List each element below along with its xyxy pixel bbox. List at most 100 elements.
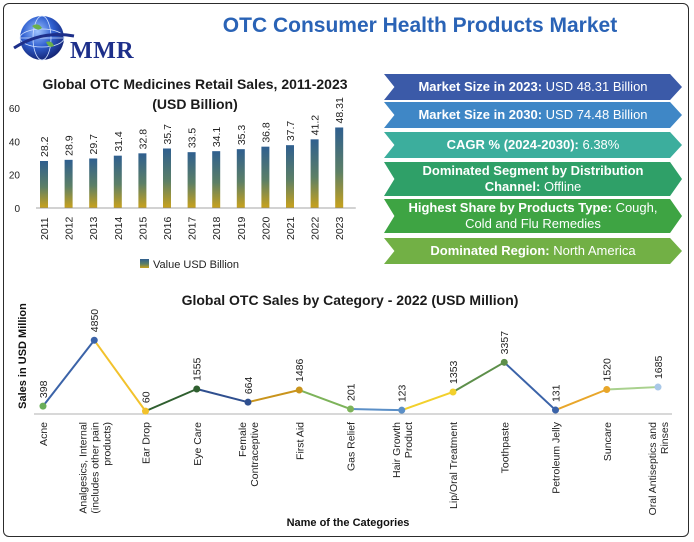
- panel-value: Cough, Cold and Flu Remedies: [465, 200, 658, 231]
- x-category-label: Acne: [38, 422, 50, 446]
- bar: [89, 158, 98, 208]
- panel-value: Offline: [540, 179, 582, 194]
- bar: [212, 151, 221, 208]
- bar-data-label: 35.3: [236, 125, 248, 146]
- data-point: [193, 385, 201, 393]
- x-category-line: Contraceptive: [249, 422, 261, 487]
- line-segment: [145, 388, 198, 413]
- bar-data-label: 32.8: [137, 129, 149, 150]
- x-category-label: Oral Antiseptics and Rinses: [647, 422, 671, 516]
- x-category-label: Gas Relief: [346, 422, 358, 471]
- data-point: [90, 336, 98, 344]
- point-data-label: 664: [243, 376, 255, 394]
- bar-chart-title: Global OTC Medicines Retail Sales, 2011-…: [42, 76, 348, 112]
- x-category-line: Rinses: [659, 422, 671, 454]
- x-category-line: Lip/Oral Treatment: [448, 422, 460, 509]
- y-tick-label: 60: [9, 104, 21, 115]
- bar-data-label: 28.9: [64, 135, 76, 156]
- data-point: [295, 386, 303, 394]
- x-category-label: Female Contraceptive: [237, 422, 261, 487]
- data-point: [552, 406, 559, 414]
- panel-label: Highest Share by Products Type:: [408, 200, 612, 215]
- y-tick-label: 40: [9, 137, 21, 148]
- x-category-line: First Aid: [294, 422, 306, 460]
- bar-data-label: 37.7: [285, 121, 297, 142]
- x-tick-label: 2017: [187, 216, 199, 240]
- data-point: [449, 388, 457, 396]
- x-tick-label: 2015: [137, 216, 149, 240]
- point-data-label: 4850: [89, 309, 101, 333]
- bar: [138, 153, 147, 208]
- x-tick-label: 2020: [260, 216, 272, 240]
- x-category-label: Toothpaste: [499, 422, 511, 474]
- bar-data-label: 34.1: [211, 127, 223, 148]
- bar-data-label: 48.31: [334, 97, 346, 123]
- bar-data-label: 41.2: [310, 115, 322, 136]
- panel-text: Dominated Segment by Distribution Channe…: [400, 163, 666, 195]
- x-category-line: (includes other pain: [89, 422, 101, 514]
- x-category-line: Toothpaste: [499, 422, 511, 474]
- x-tick-label: 2012: [64, 216, 76, 240]
- line-segment: [350, 408, 402, 412]
- bar: [236, 149, 245, 208]
- info-panel-3: CAGR % (2024-2030): 6.38%: [384, 132, 682, 158]
- bar: [113, 155, 122, 208]
- x-category-line: Petroleum Jelly: [551, 421, 563, 494]
- x-tick-label: 2014: [113, 216, 125, 240]
- panel-label: Market Size in 2023:: [418, 79, 543, 94]
- line-segment: [196, 388, 249, 404]
- bar: [187, 152, 196, 208]
- data-point: [603, 386, 611, 394]
- x-tick-label: 2022: [310, 216, 322, 240]
- x-category-line: Analgesics, Internal: [77, 422, 89, 514]
- logo-text: MMR: [70, 38, 135, 64]
- x-category-line: Ear Drop: [141, 422, 153, 464]
- x-category-line: Gas Relief: [346, 422, 358, 471]
- bar-data-label: 35.7: [162, 124, 174, 145]
- line-segment: [555, 388, 608, 411]
- bar-chart: 0 20 40 60 28.2 2011 28.9 2012 29.7 2013 31.4 2014 3…: [9, 97, 356, 271]
- x-category-line: Product: [403, 422, 415, 458]
- x-category-label: Lip/Oral Treatment: [448, 422, 460, 509]
- x-category-line: Eye Care: [192, 422, 204, 466]
- data-point: [500, 358, 508, 366]
- panel-value: North America: [549, 243, 636, 258]
- x-category-label: Petroleum Jelly: [551, 421, 563, 494]
- data-point: [244, 398, 252, 406]
- x-category-line: products): [101, 422, 113, 466]
- panel-text: Market Size in 2023: USD 48.31 Billion: [418, 79, 647, 95]
- line-chart-title: Global OTC Sales by Category - 2022 (USD…: [181, 292, 519, 308]
- panel-value: USD 48.31 Billion: [542, 79, 648, 94]
- bar-data-label: 33.5: [187, 128, 199, 149]
- line-chart: Sales in USD Million 398 4850 60 1555 664 1486…: [17, 303, 672, 529]
- panel-text: Highest Share by Products Type: Cough, C…: [400, 200, 666, 232]
- x-category-label: Ear Drop: [141, 422, 153, 464]
- x-category-line: Female: [237, 422, 249, 457]
- x-category-label: Hair Growth Product: [391, 422, 415, 478]
- y-tick-label: 0: [14, 204, 20, 215]
- x-tick-label: 2019: [236, 216, 248, 240]
- panel-text: Dominated Region: North America: [430, 243, 635, 259]
- panel-label: CAGR % (2024-2030):: [446, 137, 579, 152]
- bar: [64, 159, 73, 208]
- bar: [163, 148, 171, 208]
- bar-data-label: 28.2: [39, 136, 51, 157]
- x-category-label: First Aid: [294, 422, 306, 460]
- line-segment: [452, 361, 505, 393]
- point-data-label: 1555: [192, 357, 204, 381]
- bar: [40, 161, 48, 208]
- line-segment: [401, 391, 454, 412]
- x-tick-label: 2018: [211, 216, 223, 240]
- x-category-label: Analgesics, Internal (includes other pain…: [77, 422, 113, 514]
- info-panel-1: Market Size in 2023: USD 48.31 Billion: [384, 74, 682, 100]
- point-data-label: 60: [141, 391, 153, 403]
- bar: [310, 139, 319, 208]
- bar: [261, 146, 270, 208]
- panel-text: Market Size in 2030: USD 74.48 Billion: [418, 107, 647, 123]
- line-segment: [503, 361, 557, 411]
- line-segment: [42, 339, 96, 407]
- point-data-label: 201: [346, 383, 358, 401]
- point-data-label: 1486: [294, 358, 306, 382]
- panel-value: USD 74.48 Billion: [542, 107, 648, 122]
- bar-data-label: 31.4: [113, 131, 125, 152]
